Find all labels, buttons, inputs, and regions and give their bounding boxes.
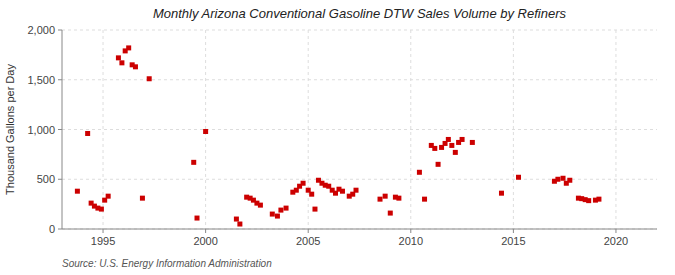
y-tick bbox=[58, 179, 62, 180]
point bbox=[99, 207, 104, 212]
y-tick bbox=[58, 129, 62, 130]
point bbox=[516, 175, 521, 180]
y-grid-line bbox=[62, 229, 657, 230]
y-axis-label: Thousand Gallons per Day bbox=[4, 64, 16, 195]
point bbox=[460, 137, 465, 142]
point bbox=[278, 208, 283, 213]
grid bbox=[62, 30, 657, 229]
point bbox=[191, 160, 196, 165]
y-tick bbox=[58, 79, 62, 80]
point bbox=[422, 197, 427, 202]
point bbox=[312, 207, 317, 212]
point bbox=[147, 76, 152, 81]
point bbox=[116, 55, 121, 60]
point bbox=[258, 203, 263, 208]
point bbox=[75, 189, 80, 194]
chart: Monthly Arizona Conventional Gasoline DT… bbox=[0, 0, 675, 275]
x-grid-line bbox=[615, 30, 616, 229]
point bbox=[499, 191, 504, 196]
point bbox=[470, 140, 475, 145]
x-tick bbox=[205, 229, 206, 233]
x-tick bbox=[615, 229, 616, 233]
x-tick bbox=[410, 229, 411, 233]
point bbox=[340, 189, 345, 194]
point bbox=[436, 162, 441, 167]
x-tick-label: 2020 bbox=[604, 235, 628, 247]
point bbox=[396, 196, 401, 201]
point bbox=[555, 177, 560, 182]
x-tick bbox=[308, 229, 309, 233]
point bbox=[453, 150, 458, 155]
x-tick bbox=[513, 229, 514, 233]
point bbox=[126, 45, 131, 50]
point bbox=[417, 170, 422, 175]
point bbox=[195, 216, 200, 221]
x-tick-label: 2005 bbox=[296, 235, 320, 247]
point bbox=[234, 217, 239, 222]
point bbox=[309, 192, 314, 197]
point bbox=[432, 146, 437, 151]
y-tick bbox=[58, 30, 62, 31]
x-grid-line bbox=[410, 30, 411, 229]
y-tick-label: 1,500 bbox=[27, 74, 55, 86]
y-grid-line bbox=[62, 30, 657, 31]
y-grid-line bbox=[62, 129, 657, 130]
x-axis-line bbox=[62, 229, 657, 230]
y-tick-label: 0 bbox=[49, 223, 55, 235]
y-tick-label: 2,000 bbox=[27, 24, 55, 36]
y-axis-line bbox=[62, 30, 63, 229]
point bbox=[140, 196, 145, 201]
x-grid-line bbox=[308, 30, 309, 229]
x-tick-label: 2015 bbox=[501, 235, 525, 247]
point bbox=[275, 214, 280, 219]
point bbox=[449, 143, 454, 148]
point bbox=[586, 198, 591, 203]
point bbox=[561, 176, 566, 181]
point bbox=[388, 211, 393, 216]
axes: 0 500 1,000 1,500 2,000 1995 2000 2005 2010 2015 2… bbox=[27, 24, 657, 247]
point bbox=[301, 181, 306, 186]
point bbox=[354, 188, 359, 193]
y-tick-label: 1,000 bbox=[27, 124, 55, 136]
point bbox=[119, 60, 124, 65]
x-grid-line bbox=[513, 30, 514, 229]
x-tick-label: 2010 bbox=[399, 235, 423, 247]
y-tick-label: 500 bbox=[37, 173, 55, 185]
point bbox=[237, 222, 242, 227]
point bbox=[378, 197, 383, 202]
point bbox=[596, 197, 601, 202]
point bbox=[133, 64, 138, 69]
x-tick bbox=[103, 229, 104, 233]
point bbox=[85, 131, 90, 136]
point bbox=[446, 137, 451, 142]
x-tick-label: 1995 bbox=[91, 235, 115, 247]
point bbox=[203, 129, 208, 134]
point bbox=[567, 178, 572, 183]
point bbox=[383, 194, 388, 199]
title: Monthly Arizona Conventional Gasoline DT… bbox=[153, 6, 567, 21]
x-tick-label: 2000 bbox=[193, 235, 217, 247]
y-tick bbox=[58, 229, 62, 230]
point bbox=[284, 206, 289, 211]
points bbox=[75, 45, 602, 226]
point bbox=[270, 212, 275, 217]
point bbox=[106, 194, 111, 199]
source: Source: U.S. Energy Information Administ… bbox=[62, 258, 272, 269]
